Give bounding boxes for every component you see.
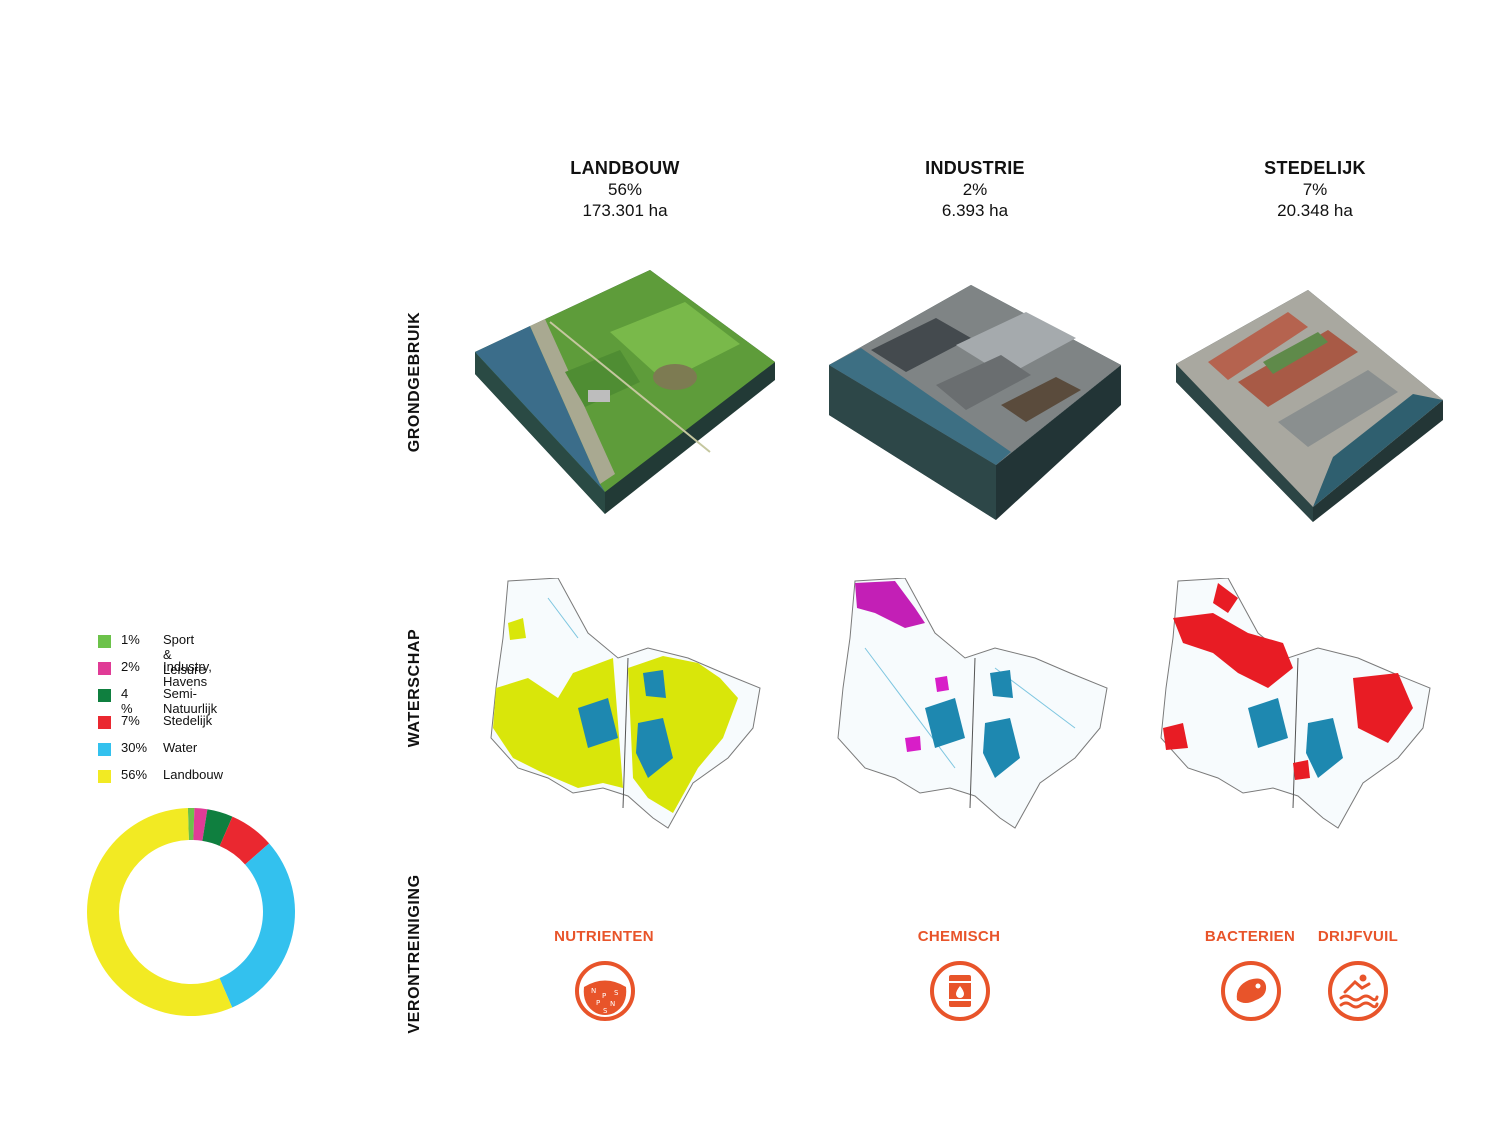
landbouw-waterschap-map: [490, 578, 761, 829]
column-title: LANDBOUW: [570, 158, 680, 178]
landbouw-aerial-tile: [475, 270, 775, 514]
row-label-waterschap: WATERSCHAP: [406, 628, 423, 748]
nutrient-letter: P: [596, 999, 600, 1007]
column-header-industrie: INDUSTRIE 2% 6.393 ha: [845, 158, 1105, 221]
nutrient-letter: P: [602, 992, 606, 1000]
industrie-aerial-tile: [829, 285, 1121, 520]
nutrient-letter: N: [610, 1000, 615, 1008]
chemical-barrel-icon: [930, 961, 990, 1021]
row-label-verontreiniging: VERONTREINIGING: [406, 874, 423, 1034]
nutrients-icon: N P S N P S: [575, 961, 635, 1021]
donut-slice-sport-leisure: [187, 808, 195, 841]
pollution-label-chemisch: CHEMISCH: [917, 928, 1001, 945]
stedelijk-waterschap-map: [1160, 578, 1431, 829]
column-percent: 7%: [1302, 180, 1328, 199]
donut-slice-water: [219, 843, 296, 1008]
pollution-label-bacterien: BACTERIEN: [1204, 928, 1296, 945]
legend-label: Water: [163, 740, 198, 755]
row-label-grondgebruik: GRONDGEBRUIK: [406, 311, 423, 453]
column-area: 173.301 ha: [582, 201, 668, 220]
pollution-label-nutrienten: NUTRIENTEN: [554, 928, 654, 945]
donut-slice-landbouw: [87, 808, 233, 1016]
donut-slice-industry-havens: [193, 808, 208, 841]
legend-percent: 1%: [121, 632, 140, 647]
legend-label: Industry, Havens: [163, 659, 212, 689]
nutrient-letter: S: [614, 989, 619, 997]
legend-label: Stedelijk: [163, 713, 213, 728]
donut-slice-stedelijk: [219, 816, 270, 865]
column-title: STEDELIJK: [1264, 158, 1366, 178]
legend-label: Semi-Natuurlijk: [163, 686, 218, 716]
column-header-landbouw: LANDBOUW 56% 173.301 ha: [495, 158, 755, 221]
legend-label: Sport & Leisure: [163, 632, 206, 677]
land-use-donut-chart: [87, 808, 296, 1016]
column-title: INDUSTRIE: [925, 158, 1025, 178]
column-percent: 56%: [607, 180, 643, 199]
legend-swatch: [98, 716, 111, 729]
floating-waste-icon: [1328, 961, 1388, 1021]
legend-percent: 4 %: [121, 686, 133, 716]
legend-percent: 2%: [121, 659, 140, 674]
legend-percent: 30%: [121, 740, 148, 755]
stedelijk-aerial-tile: [1176, 290, 1443, 522]
nutrient-letter: N: [591, 987, 596, 995]
bacteria-icon: [1221, 961, 1281, 1021]
legend-label: Landbouw: [163, 767, 223, 782]
column-header-stedelijk: STEDELIJK 7% 20.348 ha: [1185, 158, 1445, 221]
pollution-label-drijfvuil: DRIJFVUIL: [1317, 928, 1399, 945]
donut-slice-semi-natuurlijk: [202, 809, 233, 846]
column-area: 6.393 ha: [941, 201, 1009, 220]
industrie-waterschap-map: [837, 578, 1108, 829]
legend-percent: 56%: [121, 767, 148, 782]
legend-swatch: [98, 662, 111, 675]
legend-swatch: [98, 689, 111, 702]
legend-swatch: [98, 743, 111, 756]
nutrient-letter: S: [603, 1007, 608, 1015]
column-percent: 2%: [962, 180, 988, 199]
column-area: 20.348 ha: [1277, 201, 1353, 220]
legend-percent: 7%: [121, 713, 140, 728]
legend-swatch: [98, 635, 111, 648]
legend-swatch: [98, 770, 111, 783]
